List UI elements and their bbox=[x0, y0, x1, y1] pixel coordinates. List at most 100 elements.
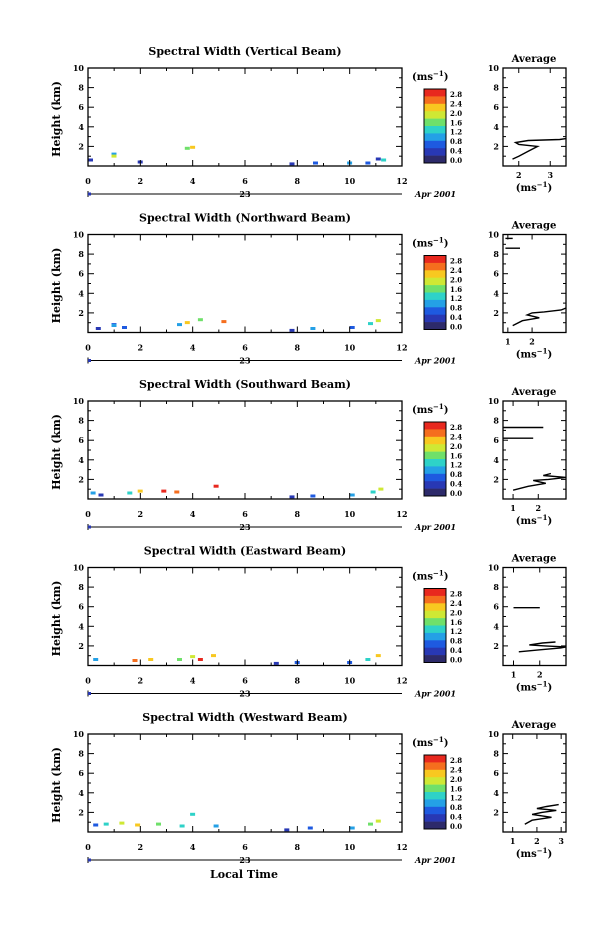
unit-close: ) bbox=[547, 350, 552, 361]
y-axis-label: Height (km) bbox=[50, 414, 63, 490]
heatmap-cells bbox=[90, 484, 384, 499]
avg-y-tick-label: 6 bbox=[493, 435, 499, 445]
data-cell bbox=[289, 495, 295, 499]
x-tick-label: 0 bbox=[85, 676, 91, 686]
colorbar-segment bbox=[424, 821, 446, 830]
colorbar-unit: (ms−1) bbox=[412, 402, 448, 416]
colorbar-segment bbox=[424, 103, 446, 112]
average-line bbox=[512, 472, 567, 491]
colorbar-segment bbox=[424, 277, 446, 286]
colorbar-segment bbox=[424, 429, 446, 438]
chart-title: Spectral Width (Vertical Beam) bbox=[148, 45, 341, 58]
day-label: 23 bbox=[239, 356, 251, 366]
unit-exponent: −1 bbox=[537, 180, 548, 189]
colorbar-segment bbox=[424, 292, 446, 301]
day-label: 23 bbox=[239, 522, 251, 532]
x-tick-label: 4 bbox=[190, 842, 196, 852]
avg-y-tick-label: 6 bbox=[493, 269, 499, 279]
y-tick-label: 2 bbox=[78, 807, 84, 817]
colorbar-tick-label: 2.0 bbox=[450, 109, 462, 118]
date-label: Apr 2001 bbox=[414, 189, 456, 199]
colorbar-tick-label: 0.8 bbox=[450, 803, 462, 812]
avg-y-tick-label: 10 bbox=[488, 63, 500, 73]
data-cell bbox=[119, 821, 125, 825]
colorbar: 2.82.42.01.61.20.80.40.0 bbox=[423, 588, 462, 665]
x-tick-label: 0 bbox=[85, 176, 91, 186]
avg-x-tick-label: 3 bbox=[558, 836, 564, 846]
data-cell bbox=[310, 494, 316, 498]
average-title: Average bbox=[511, 720, 557, 731]
avg-x-tick-label: 1 bbox=[511, 670, 517, 680]
data-cell bbox=[135, 823, 141, 827]
average-unit: (ms−1) bbox=[516, 846, 552, 860]
data-cell bbox=[284, 828, 290, 832]
colorbar-segment bbox=[424, 155, 446, 164]
plot-frame bbox=[87, 566, 403, 667]
unit-close: ) bbox=[547, 683, 552, 694]
colorbar-segment bbox=[424, 792, 446, 800]
unit-base: (ms bbox=[516, 849, 537, 860]
data-cell bbox=[289, 328, 295, 332]
panel-4: Spectral Width (Westward Beam)0 2 4 6 8 10 122… bbox=[50, 711, 567, 865]
colorbar-segment bbox=[424, 625, 446, 634]
colorbar-segment bbox=[424, 466, 446, 475]
colorbar-tick-label: 2.8 bbox=[450, 590, 462, 599]
unit-exponent: −1 bbox=[433, 69, 444, 78]
data-cell bbox=[365, 658, 371, 661]
data-cell bbox=[273, 661, 279, 665]
unit-base: (ms bbox=[516, 183, 537, 194]
data-cell bbox=[307, 826, 313, 830]
avg-y-tick-label: 6 bbox=[493, 102, 499, 112]
avg-y-tick-label: 6 bbox=[493, 768, 499, 778]
avg-y-tick-label: 10 bbox=[488, 729, 500, 739]
colorbar-tick-label: 2.4 bbox=[450, 432, 462, 441]
data-cell bbox=[177, 323, 182, 327]
date-bar-marker bbox=[88, 192, 91, 196]
data-cell bbox=[93, 823, 99, 827]
x-tick-label: 2 bbox=[138, 176, 144, 186]
x-tick-label: 6 bbox=[242, 509, 248, 519]
x-tick-label: 10 bbox=[344, 842, 356, 852]
data-cell bbox=[197, 318, 203, 322]
colorbar-tick-label: 0.4 bbox=[450, 480, 462, 489]
data-cell bbox=[93, 658, 99, 661]
plot-frame bbox=[87, 400, 403, 500]
data-cell bbox=[381, 158, 387, 162]
date-bar-marker bbox=[88, 858, 91, 862]
data-cell bbox=[349, 326, 355, 329]
date-bar-marker bbox=[88, 359, 91, 362]
unit-close: ) bbox=[444, 239, 449, 250]
data-cell bbox=[368, 822, 373, 826]
average-title: Average bbox=[511, 554, 557, 565]
data-cell bbox=[156, 822, 161, 826]
colorbar-segment bbox=[424, 459, 446, 467]
colorbar-segment bbox=[424, 640, 446, 648]
colorbar-tick-label: 1.2 bbox=[450, 294, 462, 303]
colorbar-segment bbox=[424, 444, 446, 452]
colorbar-tick-label: 0.0 bbox=[450, 822, 462, 831]
colorbar-tick-label: 2.4 bbox=[450, 266, 462, 275]
colorbar-tick-label: 0.4 bbox=[450, 646, 462, 655]
data-cell bbox=[127, 491, 133, 495]
unit-exponent: −1 bbox=[433, 236, 444, 245]
colorbar-tick-label: 1.6 bbox=[450, 118, 462, 127]
colorbar-unit: (ms−1) bbox=[412, 69, 448, 83]
x-tick-label: 12 bbox=[396, 343, 407, 353]
colorbar-segment bbox=[424, 133, 446, 142]
y-tick-label: 2 bbox=[78, 308, 84, 318]
colorbar-segment bbox=[424, 595, 446, 604]
y-axis-label: Height (km) bbox=[50, 747, 63, 823]
unit-close: ) bbox=[444, 572, 449, 583]
x-tick-label: 2 bbox=[138, 509, 144, 519]
avg-y-tick-label: 10 bbox=[488, 230, 500, 240]
avg-y-tick-label: 4 bbox=[493, 122, 499, 132]
data-cell bbox=[190, 655, 196, 659]
avg-x-tick-label: 2 bbox=[535, 503, 541, 513]
unit-exponent: −1 bbox=[537, 513, 548, 522]
average-title: Average bbox=[511, 54, 557, 65]
data-cell bbox=[313, 161, 318, 165]
data-cell bbox=[132, 659, 138, 662]
colorbar-segment bbox=[424, 769, 446, 778]
data-cell bbox=[349, 493, 355, 497]
